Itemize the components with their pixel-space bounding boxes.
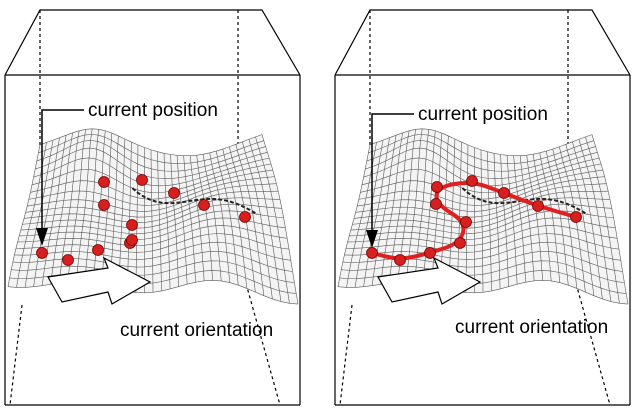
waypoint-marker (92, 244, 104, 256)
waypoint-marker (532, 200, 544, 212)
current-orientation-label: current orientation (120, 320, 273, 341)
mesh-line (35, 147, 268, 180)
mesh-line (353, 197, 611, 223)
waypoint-marker (98, 199, 110, 211)
mesh-line (365, 147, 598, 180)
mesh-line (28, 176, 275, 206)
mesh-line (31, 163, 272, 193)
waypoint-marker (498, 187, 510, 199)
mesh-line (39, 128, 263, 157)
mesh-line (344, 241, 621, 261)
orientation-arrow (47, 256, 152, 305)
mesh-line (33, 157, 270, 187)
waypoint-marker (466, 175, 478, 187)
waypoint-marker (239, 211, 251, 223)
mesh-line (366, 140, 596, 172)
waypoint-marker (168, 187, 180, 199)
waypoint-marker (570, 211, 582, 223)
position-pointer (36, 109, 84, 246)
panel-left: current position current orientation (4, 9, 301, 406)
mesh-line (36, 140, 266, 172)
waypoint-marker (394, 254, 406, 266)
waypoint-group (366, 175, 582, 266)
mesh-line (14, 241, 291, 261)
waypoint-marker (424, 247, 436, 259)
mesh-line (345, 233, 620, 253)
terrain-surface (8, 128, 298, 305)
mesh-line (357, 183, 607, 212)
mesh-line (27, 183, 277, 212)
panel-right: current position current orientation (334, 9, 631, 406)
waypoint-marker (98, 176, 110, 188)
mesh-line (11, 260, 295, 283)
terrain-mesh (7, 128, 299, 305)
waypoint-marker (126, 219, 138, 231)
current-position-label: current position (418, 104, 548, 125)
mesh-line (38, 134, 264, 164)
waypoint-marker (430, 198, 442, 210)
perspective-frame (334, 9, 631, 406)
current-position-label: current position (88, 100, 218, 121)
terrain-crease (131, 187, 258, 216)
waypoint-marker (431, 181, 443, 193)
waypoint-marker (36, 247, 48, 259)
mesh-line (350, 210, 614, 235)
mesh-line (15, 233, 290, 253)
mesh-line (30, 169, 273, 200)
mesh-line (360, 169, 603, 200)
orientation-arrow (377, 256, 482, 305)
terrain-surface (338, 128, 628, 305)
mesh-line (369, 128, 593, 157)
mesh-line (25, 190, 279, 218)
waypoint-marker (136, 174, 148, 186)
mesh-line (361, 163, 602, 193)
waypoint-marker (126, 234, 138, 246)
mesh-line (12, 251, 293, 272)
current-orientation-label: current orientation (455, 317, 608, 338)
waypoint-marker (198, 199, 210, 211)
waypoint-marker (366, 247, 378, 259)
waypoint-group (36, 174, 251, 266)
mesh-line (20, 210, 284, 235)
waypoint-marker (454, 237, 466, 249)
mesh-line (17, 225, 288, 247)
waypoint-marker (62, 254, 74, 266)
mesh-line (355, 190, 609, 218)
mesh-line (23, 197, 281, 223)
mesh-line (342, 251, 623, 272)
mesh-line (341, 260, 625, 283)
terrain-mesh (337, 128, 629, 305)
position-pointer (366, 113, 414, 248)
mesh-line (347, 225, 618, 247)
mesh-line (358, 176, 605, 206)
waypoint-marker (460, 216, 472, 228)
mesh-line (368, 134, 594, 164)
